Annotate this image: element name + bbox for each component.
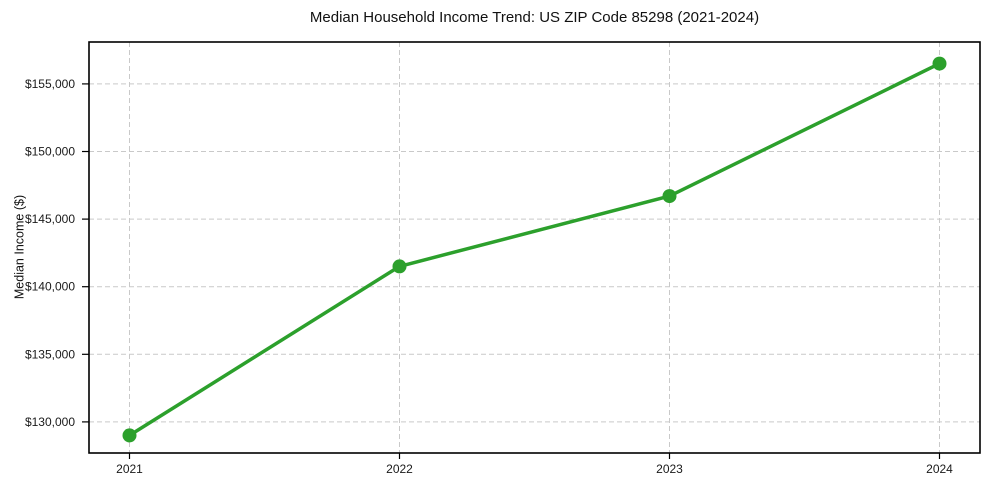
y-tick-label: $155,000: [25, 77, 75, 91]
x-tick-label: 2023: [656, 462, 683, 476]
y-tick-label: $130,000: [25, 415, 75, 429]
data-point-2024: [932, 56, 947, 71]
plot-border: [88, 41, 981, 454]
data-point-2021: [122, 428, 137, 443]
x-tick-label: 2021: [116, 462, 143, 476]
trend-line: [127, 61, 942, 438]
x-tick-label: 2024: [926, 462, 953, 476]
data-point-2022: [392, 259, 407, 274]
data-point-2023: [662, 189, 677, 204]
y-tick-label: $145,000: [25, 212, 75, 226]
chart-title: Median Household Income Trend: US ZIP Co…: [309, 9, 760, 26]
y-tick-label: $140,000: [25, 280, 75, 294]
y-tick-label: $135,000: [25, 347, 75, 361]
x-tick-label: 2022: [386, 462, 413, 476]
y-tick-label: $150,000: [25, 145, 75, 159]
